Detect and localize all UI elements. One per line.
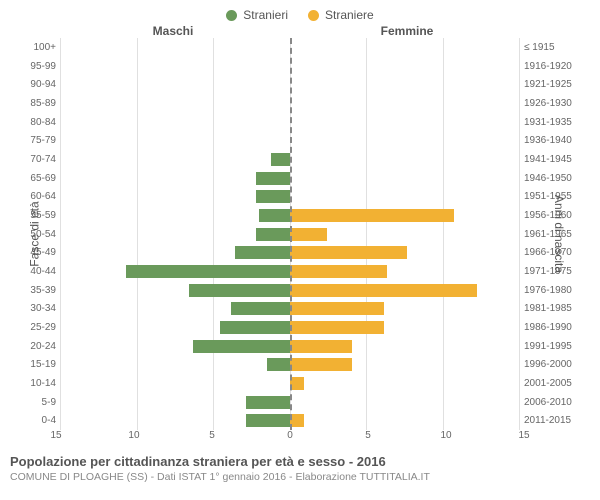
female-bar [290, 414, 304, 427]
age-tick: 10-14 [16, 374, 56, 393]
age-tick: 15-19 [16, 355, 56, 374]
age-tick: 25-29 [16, 318, 56, 337]
chart-caption: Popolazione per cittadinanza straniera p… [0, 448, 600, 485]
female-bar [290, 209, 454, 222]
female-dot-icon [308, 10, 319, 21]
age-tick: 85-89 [16, 94, 56, 113]
birth-year-tick: 1941-1945 [524, 150, 584, 169]
age-tick: 90-94 [16, 75, 56, 94]
age-tick: 20-24 [16, 337, 56, 356]
age-tick: 95-99 [16, 57, 56, 76]
male-bar [259, 209, 290, 222]
birth-year-tick: 1946-1950 [524, 169, 584, 188]
age-tick: 35-39 [16, 281, 56, 300]
female-bar [290, 358, 352, 371]
female-header: Femmine [290, 24, 524, 38]
legend: Stranieri Straniere [0, 0, 600, 24]
female-bar [290, 246, 407, 259]
age-tick: 100+ [16, 38, 56, 57]
x-tick: 5 [209, 430, 215, 441]
male-bar [267, 358, 290, 371]
birth-year-tick: 1986-1990 [524, 318, 584, 337]
legend-male-label: Stranieri [243, 8, 288, 22]
population-pyramid-chart: Stranieri Straniere Maschi Femmine Fasce… [0, 0, 600, 500]
legend-female-label: Straniere [325, 8, 374, 22]
age-tick: 5-9 [16, 393, 56, 412]
birth-year-tick: 1976-1980 [524, 281, 584, 300]
female-bar [290, 284, 477, 297]
male-bar [246, 396, 290, 409]
age-tick: 70-74 [16, 150, 56, 169]
age-tick: 80-84 [16, 113, 56, 132]
male-dot-icon [226, 10, 237, 21]
caption-subtitle: COMUNE DI PLOAGHE (SS) - Dati ISTAT 1° g… [10, 471, 590, 485]
male-bar [271, 153, 290, 166]
x-tick: 5 [365, 430, 371, 441]
gender-headers: Maschi Femmine [0, 24, 600, 38]
birth-year-tick: 1936-1940 [524, 131, 584, 150]
birth-year-tick: 1926-1930 [524, 94, 584, 113]
male-bar [256, 172, 290, 185]
plot-area: Fasce di età 100+95-9990-9485-8980-8475-… [0, 38, 600, 430]
caption-title: Popolazione per cittadinanza straniera p… [10, 454, 590, 471]
male-header: Maschi [56, 24, 290, 38]
birth-year-tick: 1916-1920 [524, 57, 584, 76]
male-bar [246, 414, 290, 427]
birth-year-tick: 1991-1995 [524, 337, 584, 356]
x-tick: 15 [518, 430, 529, 441]
x-tick: 15 [50, 430, 61, 441]
birth-year-tick: 2011-2015 [524, 411, 584, 430]
birth-year-tick: 2006-2010 [524, 393, 584, 412]
birth-year-tick: ≤ 1915 [524, 38, 584, 57]
female-bar [290, 377, 304, 390]
age-tick: 0-4 [16, 411, 56, 430]
birth-year-tick: 1931-1935 [524, 113, 584, 132]
birth-year-tick: 1996-2000 [524, 355, 584, 374]
female-bar [290, 302, 384, 315]
y-axis-label-right: Anni di nascita [552, 195, 566, 273]
male-bar [189, 284, 290, 297]
birth-year-tick: 1981-1985 [524, 299, 584, 318]
male-bar [256, 190, 290, 203]
x-tick: 10 [128, 430, 139, 441]
female-bar [290, 321, 384, 334]
female-bar [290, 228, 327, 241]
x-tick: 0 [287, 430, 293, 441]
female-bar [290, 340, 352, 353]
age-tick: 65-69 [16, 169, 56, 188]
chart-grid [60, 38, 520, 430]
legend-item-male: Stranieri [226, 8, 288, 22]
male-bar [256, 228, 290, 241]
age-tick: 30-34 [16, 299, 56, 318]
legend-item-female: Straniere [308, 8, 374, 22]
birth-year-tick: 2001-2005 [524, 374, 584, 393]
x-axis: 15105051015 [56, 430, 524, 448]
male-bar [126, 265, 290, 278]
male-bar [220, 321, 290, 334]
male-bar [235, 246, 290, 259]
female-bar [290, 265, 387, 278]
x-tick: 10 [440, 430, 451, 441]
male-bar [193, 340, 290, 353]
male-bar [231, 302, 290, 315]
age-tick: 75-79 [16, 131, 56, 150]
y-axis-label-left: Fasce di età [28, 201, 42, 266]
birth-year-tick: 1921-1925 [524, 75, 584, 94]
center-axis-line [290, 38, 292, 430]
